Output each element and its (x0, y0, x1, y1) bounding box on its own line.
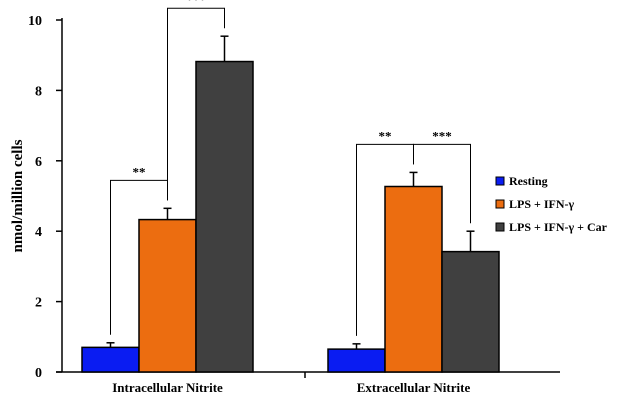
y-tick-label-1: 2 (35, 296, 42, 311)
category-label-0: Intracellular Nitrite (112, 380, 223, 395)
y-tick-label-5: 10 (28, 14, 42, 29)
significance-label-0: ** (133, 164, 146, 179)
legend-label-2: LPS + IFN-γ + Car (509, 220, 608, 234)
y-tick-label-0: 0 (35, 366, 42, 381)
legend-label-0: Resting (509, 174, 548, 188)
bar-1-0 (327, 348, 386, 373)
bar-0-2 (195, 60, 254, 373)
legend-label-1: LPS + IFN-γ (509, 197, 575, 211)
y-tick-label-2: 4 (35, 225, 42, 240)
y-tick-label-4: 8 (35, 84, 42, 99)
significance-label-1: *** (186, 0, 206, 7)
y-tick-label-3: 6 (35, 155, 42, 170)
legend: Resting LPS + IFN-γ LPS + IFN-γ + Car (495, 174, 608, 234)
significance-label-2: ** (379, 128, 392, 143)
category-label-1: Extracellular Nitrite (357, 380, 471, 395)
legend-swatch-1 (495, 199, 505, 209)
significance-bracket-3 (413, 143, 471, 224)
legend-swatch-2 (495, 222, 505, 232)
bar-0-0 (81, 346, 140, 373)
bar-1-1 (384, 185, 443, 373)
bar-0-1 (138, 218, 197, 373)
significance-label-3: *** (432, 128, 452, 143)
y-axis-title: nmol/million cells (10, 139, 26, 252)
significance-bracket-1 (167, 7, 225, 201)
bar-1-2 (441, 250, 500, 373)
plot-area: 0 2 4 6 8 10 Intracellular Nitrite Extracellula… (28, 0, 560, 395)
legend-swatch-0 (495, 176, 505, 186)
